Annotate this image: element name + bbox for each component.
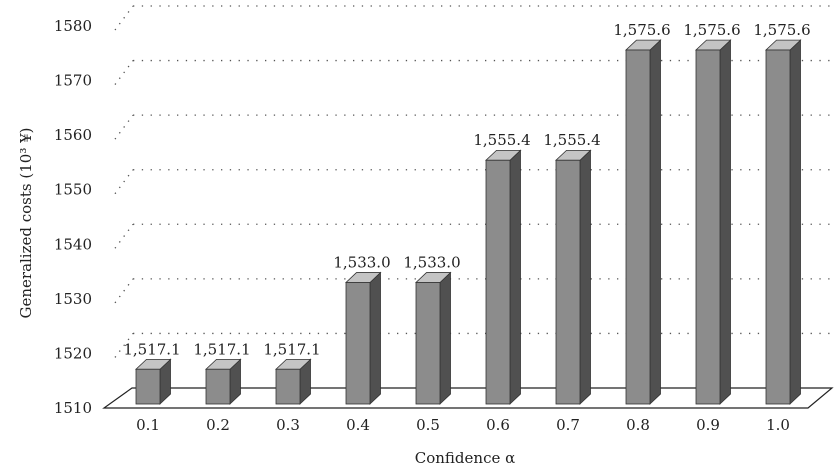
bar-front-face: [135, 368, 161, 405]
bar-front-face: [275, 368, 301, 405]
bar: [624, 39, 662, 405]
y-axis-title: Generalized costs (10³ ¥): [17, 128, 35, 319]
bar: [344, 271, 382, 405]
x-tick-label: 0.2: [206, 416, 230, 434]
bar-data-label: 1,517.1: [193, 340, 250, 358]
data-labels: 1,517.1 1,517.1 1,517.1 1,533.0 1,533.0 1,555…: [123, 21, 810, 358]
x-axis-ticks: 0.1 0.2 0.3 0.4 0.5 0.6 0.7 0.8 0.9 1.0: [136, 416, 790, 434]
bar-side-face: [719, 39, 731, 405]
bar: [204, 358, 242, 405]
y-tick-label: 1540: [54, 235, 92, 253]
bar-data-label: 1,575.6: [753, 21, 810, 39]
bar: [554, 149, 592, 405]
bar-side-face: [509, 149, 521, 405]
bar-data-label: 1,533.0: [333, 253, 390, 271]
bar: [764, 39, 802, 405]
x-tick-label: 0.3: [276, 416, 300, 434]
bar-front-face: [415, 282, 441, 405]
y-tick-label: 1560: [54, 126, 92, 144]
bar-data-label: 1,555.4: [543, 131, 600, 149]
bar-side-face: [439, 271, 451, 405]
x-tick-label: 0.5: [416, 416, 440, 434]
bar-data-label: 1,555.4: [473, 131, 530, 149]
bar-side-face: [579, 149, 591, 405]
bars: [134, 39, 802, 405]
gridline-connector: [114, 169, 134, 195]
gridline-connector: [114, 223, 134, 249]
bar-data-label: 1,533.0: [403, 253, 460, 271]
gridline-connector: [114, 114, 134, 140]
bar-front-face: [625, 49, 651, 405]
gridline-connector: [114, 278, 134, 304]
x-tick-label: 0.7: [556, 416, 580, 434]
bar-front-face: [205, 368, 231, 405]
bar-side-face: [789, 39, 801, 405]
bar: [484, 149, 522, 405]
bar-front-face: [695, 49, 721, 405]
bar-data-label: 1,575.6: [613, 21, 670, 39]
x-tick-label: 0.9: [696, 416, 720, 434]
gridline-connector: [114, 60, 134, 85]
gridline-connector: [114, 5, 134, 31]
bar: [274, 358, 312, 405]
x-axis-title: Confidence α: [415, 449, 516, 467]
y-axis-ticks: 1510 1520 1530 1540 1550 1560 1570 1580: [54, 17, 92, 417]
y-tick-label: 1530: [54, 290, 92, 308]
gridline-connector: [114, 333, 134, 358]
x-tick-label: 0.1: [136, 416, 160, 434]
y-tick-label: 1570: [54, 72, 92, 90]
bar-data-label: 1,575.6: [683, 21, 740, 39]
y-tick-label: 1550: [54, 181, 92, 199]
y-tick-label: 1520: [54, 344, 92, 362]
x-tick-label: 1.0: [766, 416, 790, 434]
x-tick-label: 0.8: [626, 416, 650, 434]
bar-data-label: 1,517.1: [123, 340, 180, 358]
bar-side-face: [369, 271, 381, 405]
bar-data-label: 1,517.1: [263, 340, 320, 358]
bar-front-face: [345, 282, 371, 405]
bar: [134, 358, 172, 405]
x-tick-label: 0.6: [486, 416, 510, 434]
bar: [414, 271, 452, 405]
bar: [694, 39, 732, 405]
bar-front-face: [485, 159, 511, 405]
bar-front-face: [555, 159, 581, 405]
x-tick-label: 0.4: [346, 416, 370, 434]
bar-side-face: [649, 39, 661, 405]
y-tick-label: 1510: [54, 399, 92, 417]
y-tick-label: 1580: [54, 17, 92, 35]
bar-front-face: [765, 49, 791, 405]
